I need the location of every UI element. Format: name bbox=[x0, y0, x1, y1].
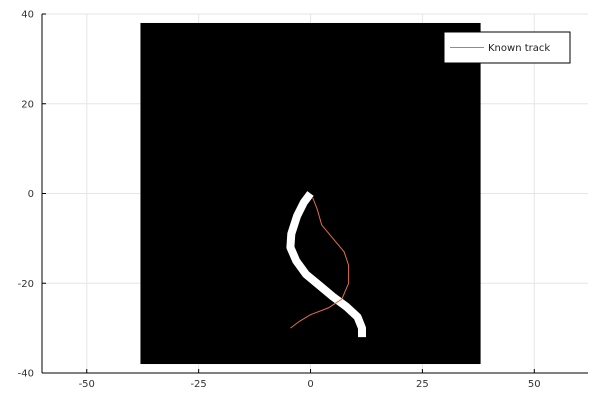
x-tick-label: 25 bbox=[416, 379, 429, 390]
legend-box bbox=[443, 31, 571, 64]
y-tick-label: 0 bbox=[28, 189, 34, 200]
legend-label-known-track: Known track bbox=[488, 43, 550, 54]
series-line-known-track bbox=[290, 197, 350, 329]
x-tick-label: -25 bbox=[190, 379, 206, 390]
black-field bbox=[140, 22, 481, 365]
y-tick-label: 40 bbox=[21, 10, 34, 21]
x-tick-label: 0 bbox=[307, 379, 313, 390]
y-tick-label: -20 bbox=[18, 279, 34, 290]
series-layer bbox=[290, 197, 350, 329]
y-tick-label: 20 bbox=[21, 99, 34, 110]
field-image bbox=[140, 22, 481, 365]
x-tick-label: -50 bbox=[79, 379, 95, 390]
white-path bbox=[286, 191, 366, 338]
tick-labels: -50 -25 0 25 50 40 20 0 -20 -40 bbox=[18, 10, 541, 391]
x-tick-label: 50 bbox=[528, 379, 541, 390]
legend: Known track bbox=[443, 31, 571, 64]
y-tick-label: -40 bbox=[18, 369, 34, 380]
